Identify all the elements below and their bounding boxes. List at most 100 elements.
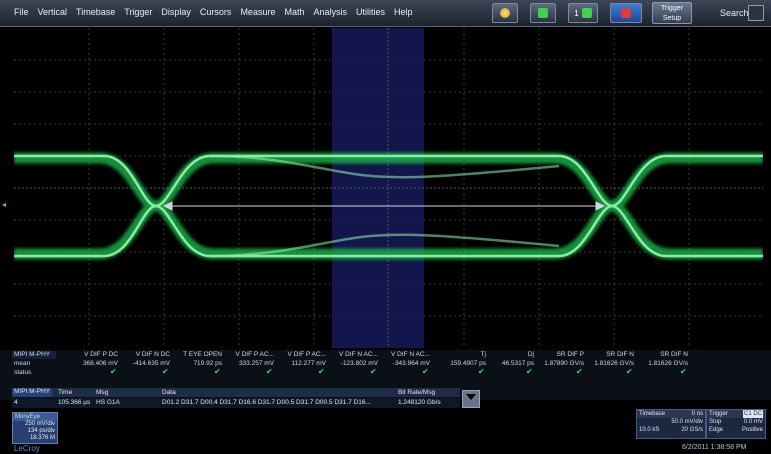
eye-diagram <box>14 28 763 348</box>
meas-col-5[interactable]: V DIF P AC... <box>287 351 326 358</box>
param-title[interactable]: MIPI M-PHY <box>14 351 51 358</box>
auto-setup-button[interactable] <box>492 3 518 23</box>
status-check-icon: ✔ <box>422 367 429 376</box>
meas-col-7[interactable]: V DIF N AC... <box>390 351 430 358</box>
meas-val-11: 1.81626 GV/s <box>594 360 634 367</box>
timebase-offset: 0 ns <box>691 411 703 417</box>
measurement-status-row: status <box>0 369 771 378</box>
trigger-setup-label-2: Setup <box>662 15 682 22</box>
meas-col-1[interactable]: V DIF P DC <box>84 351 118 358</box>
menu-utilities[interactable]: Utilities <box>355 7 385 17</box>
search-button[interactable] <box>748 5 764 21</box>
waveform-grid[interactable] <box>14 28 763 348</box>
meas-val-8: 159.4907 ps <box>450 360 486 367</box>
trace-count: 18.376 M <box>29 435 55 441</box>
trace-tdiv: 134 ps/div <box>27 428 55 434</box>
table-row[interactable]: 4 105.366 µs HS G1A D01.2 D31.7 D00.4 D3… <box>12 398 460 408</box>
menu-bar: File Vertical Timebase Trigger Display C… <box>0 0 771 27</box>
status-check-icon: ✔ <box>318 367 325 376</box>
trigger-type: Edge <box>709 427 724 433</box>
trace-descriptor[interactable]: MonyEye 250 mV/div 134 ps/div 18.376 M <box>12 412 58 444</box>
table-expand-button[interactable] <box>462 390 480 408</box>
meas-val-2: -414.635 mV <box>132 360 170 367</box>
date-time: 6/2/2011 1:38:58 PM <box>682 444 747 451</box>
timebase-header: Timebase 0 ns <box>637 410 705 418</box>
stop-button[interactable] <box>610 3 642 23</box>
single-button[interactable] <box>530 3 556 23</box>
meas-col-12[interactable]: SR DIF N <box>660 351 688 358</box>
meas-val-1: 368.406 mV <box>82 360 118 367</box>
timebase-title: Timebase <box>639 411 666 417</box>
trace-offset-marker[interactable]: ◂ <box>2 200 7 209</box>
menu-cursors[interactable]: Cursors <box>199 7 232 17</box>
trigger-setup-label-1: Trigger <box>661 5 683 12</box>
trigger-mode: Stop <box>709 419 722 425</box>
status-check-icon: ✔ <box>266 367 273 376</box>
brand-logo: LeCroy <box>14 444 40 453</box>
chevron-down-icon <box>466 394 476 400</box>
row-time: 105.366 µs <box>58 399 91 406</box>
row-bitrate: 1.248120 Gb/s <box>398 399 441 406</box>
menu-help[interactable]: Help <box>394 7 413 17</box>
channel-badge: 1 <box>574 8 579 18</box>
trigger-slope: Positive <box>741 427 763 433</box>
meas-val-12: 1.81626 GV/s <box>648 360 688 367</box>
trigger-setup-button[interactable]: Trigger Setup <box>652 2 692 24</box>
status-check-icon: ✔ <box>626 367 633 376</box>
timebase-line-1: 50.0 mV/div <box>637 418 705 426</box>
col-time-header[interactable]: Time <box>58 389 73 396</box>
menu-timebase[interactable]: Timebase <box>76 7 116 17</box>
measurement-header-row: MIPI M-PHY V DIF P DC V DIF N DC T EYE O… <box>0 351 771 360</box>
meas-val-7: -343.964 mV <box>392 360 430 367</box>
status-check-icon: ✔ <box>576 367 583 376</box>
measurement-mean-row: mean 368.406 mV -414.635 mV 719.92 ps 33… <box>0 360 771 369</box>
meas-col-3[interactable]: T EYE OPEN <box>183 351 222 358</box>
mean-label: mean <box>14 360 31 367</box>
stop-icon <box>621 8 631 18</box>
menu-measure[interactable]: Measure <box>240 7 276 17</box>
timebase-samples: 10.0 kS <box>639 427 660 433</box>
grid-center-lines <box>14 28 763 348</box>
channel-icon <box>581 8 592 18</box>
trigger-descriptor[interactable]: Trigger C1 DC Stop 0.0 mV Edge Positive <box>706 409 766 439</box>
col-bitrate-header[interactable]: Bit Rate/Msg <box>398 389 436 396</box>
menu-display[interactable]: Display <box>161 7 191 17</box>
menu-file[interactable]: File <box>14 7 29 17</box>
menu-analysis[interactable]: Analysis <box>313 7 347 17</box>
status-check-icon: ✔ <box>478 367 485 376</box>
timebase-descriptor[interactable]: Timebase 0 ns 50.0 mV/div 10.0 kS 20 GS/… <box>636 409 706 439</box>
meas-col-2[interactable]: V DIF N DC <box>135 351 170 358</box>
trigger-line-2: Edge Positive <box>707 426 765 434</box>
decode-table-title[interactable]: MIPI M-PHY <box>12 388 53 397</box>
trace-vdiv: 250 mV/div <box>24 421 55 427</box>
meas-val-5: 112.277 mV <box>291 360 326 367</box>
meas-val-6: -123.802 mV <box>340 360 378 367</box>
meas-val-3: 719.92 ps <box>193 360 222 367</box>
meas-col-11[interactable]: SR DIF N <box>606 351 634 358</box>
decode-table-header: MIPI M-PHY Time Msg Data Bit Rate/Msg <box>12 388 460 397</box>
col-msg-header[interactable]: Msg <box>96 389 109 396</box>
trigger-header: Trigger C1 DC <box>707 410 765 418</box>
menu-trigger[interactable]: Trigger <box>124 7 153 17</box>
row-data: D01.2 D31.7 D00.4 D31.7 D16.6 D31.7 D00.… <box>162 399 371 406</box>
meas-col-8[interactable]: Tj <box>480 351 486 358</box>
status-check-icon: ✔ <box>162 367 169 376</box>
row-index: 4 <box>14 399 18 406</box>
eye-opening-arrow <box>162 201 606 211</box>
col-data-header[interactable]: Data <box>162 389 176 396</box>
meas-col-6[interactable]: V DIF N AC... <box>338 351 378 358</box>
menu-vertical[interactable]: Vertical <box>37 7 68 17</box>
eye-traces-inner <box>14 154 763 258</box>
trigger-level: 0.0 mV <box>743 419 763 425</box>
meas-val-10: 1.87890 GV/s <box>544 360 584 367</box>
trace-name: MonyEye <box>13 413 57 421</box>
meas-col-4[interactable]: V DIF P AC... <box>235 351 274 358</box>
meas-col-9[interactable]: Dj <box>527 351 534 358</box>
menu-math[interactable]: Math <box>284 7 305 17</box>
status-check-icon: ✔ <box>680 367 687 376</box>
timebase-line-2: 10.0 kS 20 GS/s <box>637 426 705 434</box>
status-check-icon: ✔ <box>370 367 377 376</box>
meas-col-10[interactable]: SR DIF P <box>556 351 584 358</box>
trigger-title: Trigger <box>709 411 728 417</box>
channel-button[interactable]: 1 <box>568 3 598 23</box>
